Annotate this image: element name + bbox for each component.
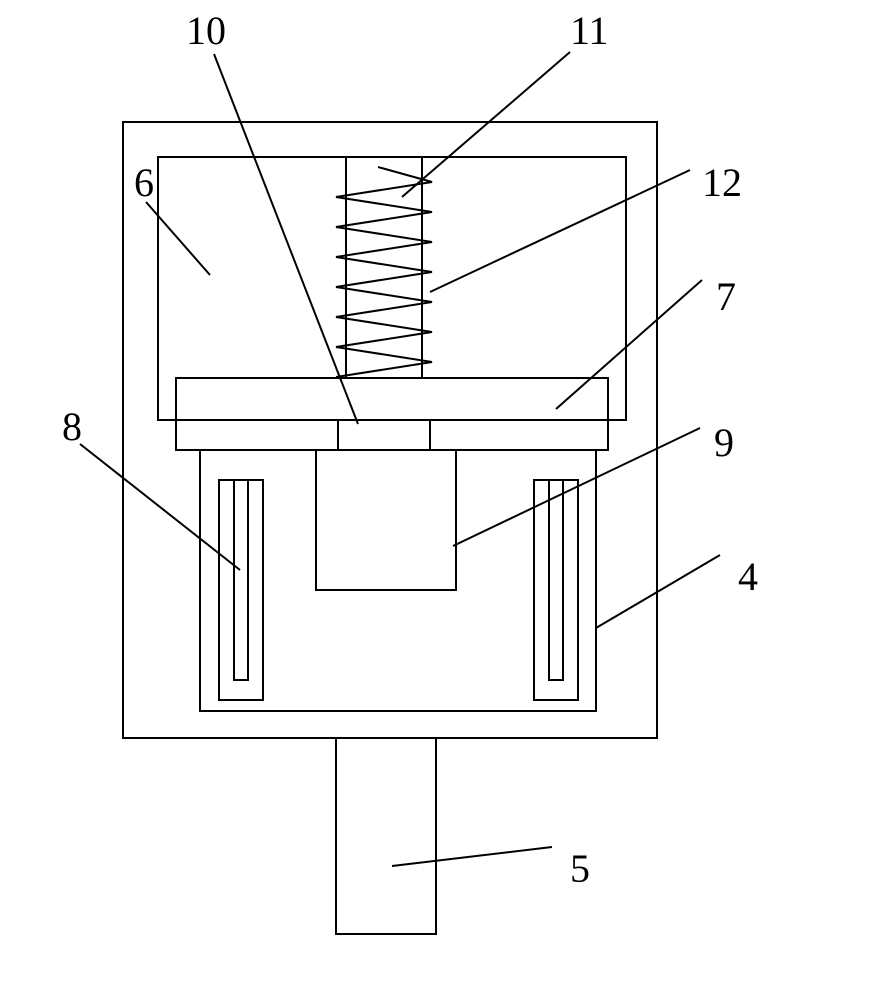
lower-chamber bbox=[200, 450, 596, 711]
rail-left-outer bbox=[219, 480, 263, 700]
rail-right-outer bbox=[534, 480, 578, 700]
label-12: 12 bbox=[702, 160, 742, 205]
leader-8 bbox=[80, 444, 240, 570]
label-8: 8 bbox=[62, 404, 82, 449]
label-7: 7 bbox=[716, 274, 736, 319]
upper-chamber bbox=[158, 157, 626, 420]
stem bbox=[336, 738, 436, 934]
leader-10 bbox=[214, 54, 358, 424]
label-9: 9 bbox=[714, 420, 734, 465]
spring-coil bbox=[336, 167, 432, 377]
cross-bar bbox=[176, 378, 608, 450]
label-11: 11 bbox=[570, 8, 609, 53]
label-6: 6 bbox=[134, 160, 154, 205]
leader-7 bbox=[556, 280, 702, 409]
leader-6 bbox=[146, 202, 210, 275]
leader-12 bbox=[430, 170, 690, 292]
leader-5 bbox=[392, 847, 552, 866]
label-4: 4 bbox=[738, 554, 758, 599]
rail-left-inner bbox=[234, 480, 248, 680]
rail-right-inner bbox=[549, 480, 563, 680]
slot bbox=[338, 420, 430, 450]
leader-11 bbox=[402, 52, 570, 197]
leader-9 bbox=[453, 428, 700, 546]
label-5: 5 bbox=[570, 846, 590, 891]
outer-frame bbox=[123, 122, 657, 738]
label-10: 10 bbox=[186, 8, 226, 53]
block bbox=[316, 450, 456, 590]
